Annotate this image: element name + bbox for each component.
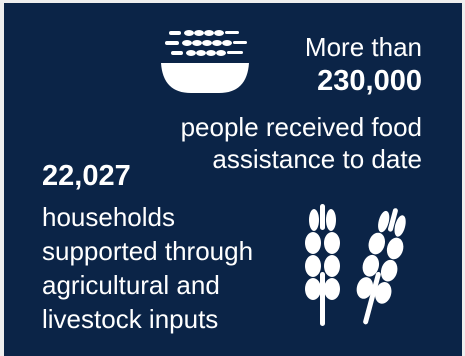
- grain-bowl-icon: [161, 30, 249, 93]
- infographic-card: More than 230,000 people received food a…: [4, 3, 462, 356]
- households-description-line-2: supported through: [42, 236, 254, 266]
- households-description-line-1: households: [42, 202, 175, 232]
- food-assistance-number: 230,000: [317, 65, 422, 97]
- wheat-icon: [305, 204, 406, 326]
- households-description-line-3: agricultural and: [42, 270, 220, 300]
- food-intro-text: More than: [304, 32, 422, 62]
- food-description-line-2: assistance to date: [212, 144, 422, 174]
- households-description-line-4: livestock inputs: [42, 304, 219, 334]
- food-description-line-1: people received food: [180, 112, 422, 142]
- households-number: 22,027: [42, 160, 131, 192]
